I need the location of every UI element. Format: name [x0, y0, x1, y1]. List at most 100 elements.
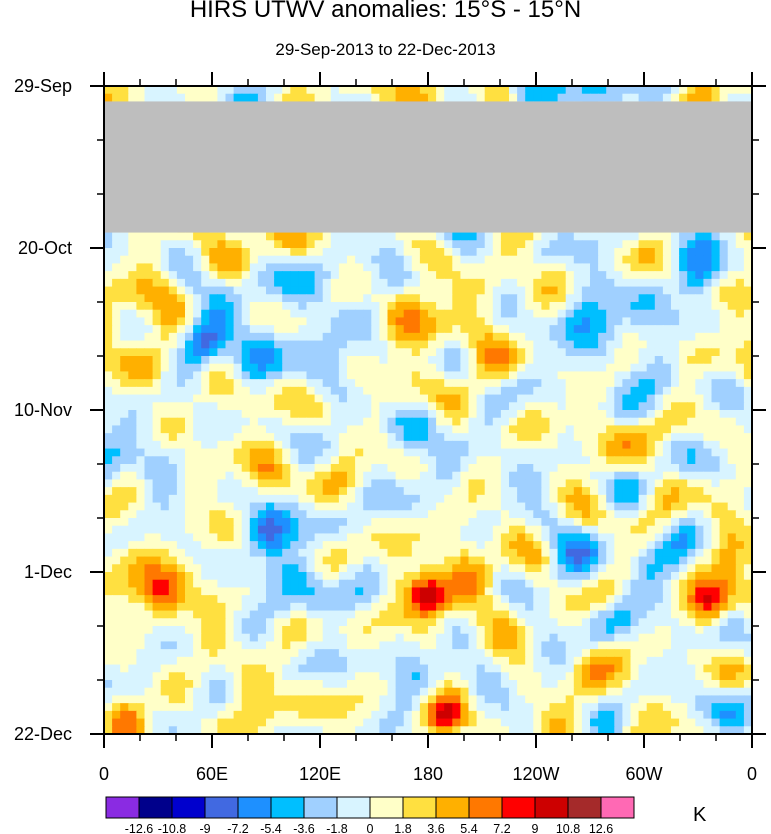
heatmap-cell — [193, 564, 202, 573]
heatmap-cell — [403, 232, 413, 241]
heatmap-cell — [703, 348, 713, 357]
heatmap-cell — [541, 309, 551, 319]
heatmap-cell — [679, 271, 688, 280]
heatmap-cell — [630, 340, 640, 349]
heatmap-cell — [168, 356, 178, 365]
heatmap-cell — [622, 263, 632, 272]
heatmap-cell — [654, 86, 664, 95]
heatmap-cell — [306, 93, 316, 103]
heatmap-cell — [128, 348, 137, 357]
heatmap-cell — [330, 86, 340, 95]
heatmap-cell — [590, 464, 599, 473]
heatmap-cell — [565, 394, 575, 403]
heatmap-cell — [282, 278, 291, 288]
heatmap-cell — [452, 363, 461, 373]
heatmap-cell — [598, 556, 607, 565]
heatmap-cell — [193, 332, 202, 342]
heatmap-cell — [614, 356, 623, 365]
heatmap-cell — [614, 332, 623, 342]
heatmap-cell — [282, 425, 291, 434]
heatmap-cell — [719, 510, 729, 519]
heatmap-cell — [411, 417, 421, 427]
heatmap-cell — [711, 410, 721, 419]
heatmap-cell — [654, 402, 664, 411]
heatmap-cell — [525, 263, 534, 272]
heatmap-cell — [646, 248, 656, 257]
heatmap-cell — [743, 456, 752, 465]
heatmap-cell — [322, 533, 332, 542]
heatmap-cell — [209, 510, 218, 519]
heatmap-cell — [654, 309, 664, 319]
heatmap-cell — [330, 240, 340, 249]
heatmap-cell — [387, 294, 397, 303]
heatmap-cell — [395, 525, 405, 535]
heatmap-cell — [217, 286, 227, 295]
heatmap-cell — [541, 271, 551, 280]
heatmap-cell — [533, 325, 542, 334]
heatmap-cell — [500, 278, 510, 288]
heatmap-cell — [266, 371, 275, 380]
heatmap-cell — [274, 325, 283, 334]
heatmap-cell — [646, 425, 656, 434]
heatmap-cell — [719, 541, 729, 550]
heatmap-cell — [274, 356, 283, 365]
heatmap-cell — [638, 363, 648, 373]
heatmap-cell — [217, 302, 227, 311]
heatmap-cell — [347, 278, 356, 288]
heatmap-cell — [371, 394, 380, 403]
heatmap-cell — [160, 240, 170, 249]
heatmap-cell — [176, 456, 186, 465]
heatmap-cell — [322, 494, 332, 504]
heatmap-cell — [419, 448, 429, 457]
heatmap-cell — [387, 548, 397, 558]
heatmap-cell — [492, 448, 502, 457]
heatmap-cell — [168, 556, 178, 565]
heatmap-cell — [557, 240, 567, 249]
heatmap-cell — [549, 479, 559, 488]
heatmap-cell — [322, 356, 332, 365]
heatmap-cell — [444, 556, 453, 565]
heatmap-cell — [419, 494, 429, 504]
heatmap-cell — [355, 240, 364, 249]
heatmap-cell — [581, 541, 591, 550]
heatmap-cell — [338, 302, 348, 311]
heatmap-cell — [541, 510, 551, 519]
heatmap-cell — [249, 564, 259, 573]
heatmap-cell — [614, 386, 623, 396]
heatmap-cell — [598, 286, 607, 295]
heatmap-cell — [266, 533, 275, 542]
heatmap-cell — [355, 332, 364, 342]
heatmap-cell — [144, 433, 154, 442]
heatmap-cell — [557, 379, 567, 388]
heatmap-cell — [476, 464, 486, 473]
heatmap-cell — [120, 294, 129, 303]
heatmap-cell — [168, 379, 178, 388]
heatmap-cell — [525, 479, 534, 488]
heatmap-cell — [395, 271, 405, 280]
heatmap-cell — [160, 93, 170, 103]
heatmap-cell — [355, 417, 364, 427]
heatmap-cell — [735, 533, 745, 542]
heatmap-cell — [695, 232, 704, 241]
heatmap-cell — [136, 379, 146, 388]
heatmap-cell — [347, 394, 356, 403]
heatmap-cell — [282, 263, 291, 272]
heatmap-cell — [492, 386, 502, 396]
heatmap-cell — [225, 433, 235, 442]
heatmap-cell — [662, 363, 672, 373]
heatmap-cell — [598, 363, 607, 373]
heatmap-cell — [160, 556, 170, 565]
heatmap-cell — [193, 309, 202, 319]
heatmap-cell — [735, 479, 745, 488]
heatmap-cell — [185, 356, 194, 365]
heatmap-cell — [614, 533, 623, 542]
heatmap-cell — [411, 93, 421, 103]
heatmap-cell — [452, 541, 461, 550]
heatmap-cell — [120, 271, 129, 280]
heatmap-cell — [581, 348, 591, 357]
heatmap-cell — [144, 425, 154, 434]
heatmap-cell — [549, 348, 559, 357]
heatmap-cell — [703, 479, 713, 488]
heatmap-cell — [557, 510, 567, 519]
heatmap-cell — [460, 386, 470, 396]
